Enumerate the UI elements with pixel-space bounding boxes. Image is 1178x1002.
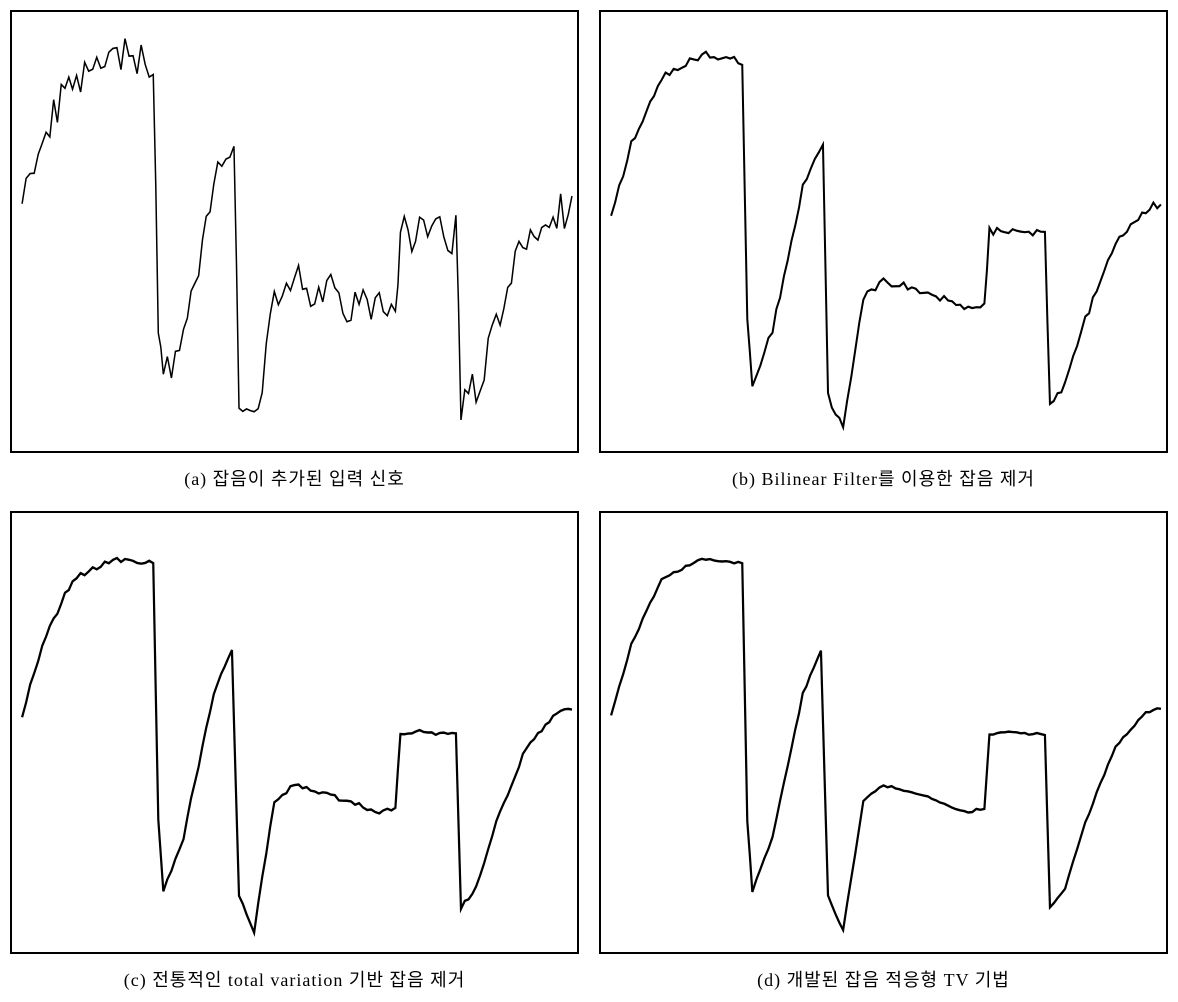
caption-d: (d) 개발된 잡음 적응형 TV 기법 — [757, 966, 1010, 992]
signal-svg-d — [601, 513, 1166, 952]
figure-grid: (a) 잡음이 추가된 입력 신호 (b) Bilinear Filter를 이… — [10, 10, 1168, 992]
caption-a: (a) 잡음이 추가된 입력 신호 — [184, 465, 405, 491]
chart-c — [10, 511, 579, 954]
caption-c: (c) 전통적인 total variation 기반 잡음 제거 — [124, 966, 466, 992]
signal-path-c — [22, 558, 572, 933]
panel-b: (b) Bilinear Filter를 이용한 잡음 제거 — [599, 10, 1168, 491]
signal-svg-c — [12, 513, 577, 952]
panel-a: (a) 잡음이 추가된 입력 신호 — [10, 10, 579, 491]
chart-d — [599, 511, 1168, 954]
signal-path-b — [611, 52, 1161, 428]
chart-a — [10, 10, 579, 453]
signal-svg-a — [12, 12, 577, 451]
signal-path-d — [611, 559, 1161, 930]
caption-b: (b) Bilinear Filter를 이용한 잡음 제거 — [732, 465, 1035, 491]
signal-path-a — [22, 39, 572, 420]
panel-c: (c) 전통적인 total variation 기반 잡음 제거 — [10, 511, 579, 992]
chart-b — [599, 10, 1168, 453]
signal-svg-b — [601, 12, 1166, 451]
panel-d: (d) 개발된 잡음 적응형 TV 기법 — [599, 511, 1168, 992]
